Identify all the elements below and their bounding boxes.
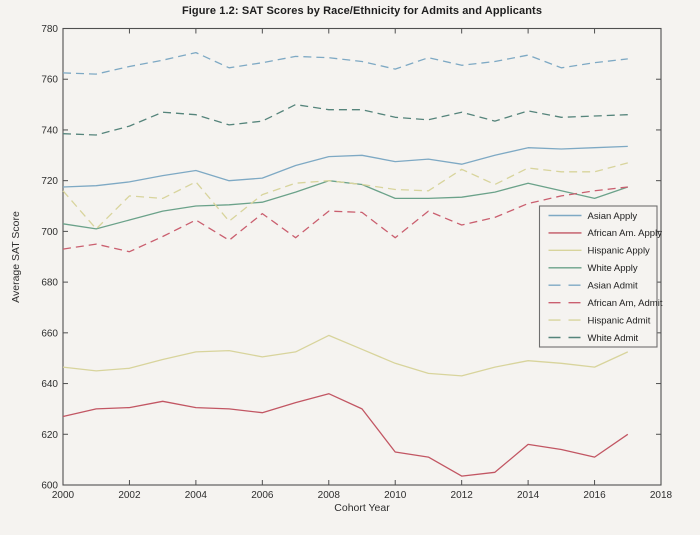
x-tick-label: 2006 — [251, 490, 274, 501]
x-tick-label: 2014 — [517, 490, 540, 501]
y-tick-label: 640 — [41, 379, 58, 390]
legend-item-african-am-admit: African Am, Admit — [548, 298, 663, 309]
legend-item-white-admit: White Admit — [548, 333, 639, 344]
plot-border — [62, 27, 662, 486]
legend-label: African Am. Apply — [588, 228, 663, 239]
chart-title: Figure 1.2: SAT Scores by Race/Ethnicity… — [181, 5, 543, 17]
legend-label: Asian Apply — [588, 211, 638, 222]
legend-label: Hispanic Apply — [588, 246, 651, 257]
y-axis: 600 620 640 660 680 700 720 740 760 780 — [41, 24, 661, 492]
x-tick-label: 2002 — [118, 490, 141, 501]
legend-label: Hispanic Admit — [588, 315, 651, 326]
x-axis: 2000 2002 2004 2006 2008 2010 2012 2014 2016 2018 — [52, 28, 673, 501]
legend-label: White Apply — [588, 263, 638, 274]
x-tick-label: 2012 — [451, 490, 474, 501]
y-tick-label: 700 — [41, 227, 58, 238]
x-tick-label: 2000 — [52, 490, 75, 501]
legend-item-asian-admit: Asian Admit — [548, 281, 639, 292]
legend-box — [538, 205, 658, 348]
series-line-hispanic-admit — [62, 162, 628, 230]
y-tick-label: 760 — [41, 75, 58, 86]
x-tick-label: 2018 — [650, 490, 673, 501]
series-line-white-apply — [62, 180, 629, 230]
series-line-african-am-apply — [62, 393, 629, 477]
legend-item-hispanic-apply: Hispanic Apply — [548, 246, 651, 257]
series-line-hispanic-apply — [62, 334, 629, 377]
y-tick-label: 660 — [41, 328, 58, 339]
legend-label: White Admit — [588, 333, 639, 344]
legend-label: African Am, Admit — [588, 298, 663, 309]
y-tick-label: 600 — [41, 481, 58, 492]
y-tick-label: 720 — [41, 176, 58, 187]
series-line-asian-apply — [62, 145, 628, 188]
series-line-asian-admit — [62, 51, 628, 75]
y-tick-label: 780 — [41, 24, 58, 35]
legend-item-asian-apply: Asian Apply — [548, 211, 638, 222]
x-tick-label: 2004 — [185, 490, 208, 501]
series-line-african-am-admit — [62, 186, 628, 253]
legend: Asian Apply African Am. Apply Hispanic App… — [538, 205, 663, 348]
y-tick-label: 620 — [41, 430, 58, 441]
y-tick-label: 740 — [41, 125, 58, 136]
x-tick-label: 2010 — [384, 490, 407, 501]
series-line-white-admit — [62, 103, 628, 136]
legend-item-hispanic-admit: Hispanic Admit — [548, 315, 651, 326]
x-axis-label: Cohort Year — [334, 502, 390, 514]
legend-label: Asian Admit — [588, 281, 639, 292]
legend-item-african-am-apply: African Am. Apply — [548, 228, 663, 239]
x-tick-label: 2016 — [583, 490, 606, 501]
x-tick-label: 2008 — [318, 490, 341, 501]
y-tick-label: 680 — [41, 278, 58, 289]
legend-item-white-apply: White Apply — [548, 263, 638, 274]
